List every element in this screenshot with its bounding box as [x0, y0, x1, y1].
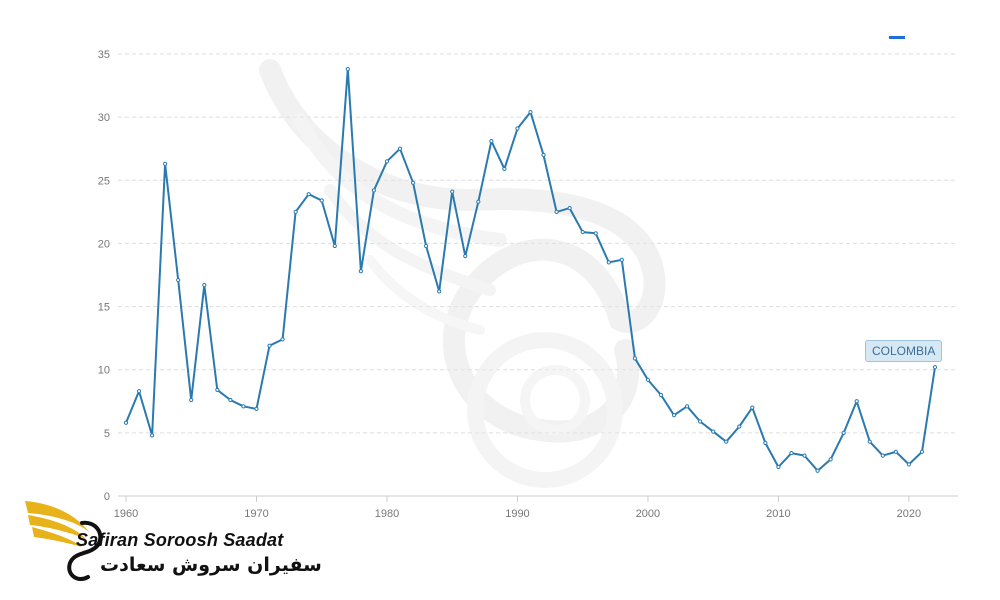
y-tick-label-10: 10 — [98, 365, 110, 377]
x-axis-tick-labels: 1960 1970 1980 1990 2000 2010 2020 — [114, 496, 921, 520]
data-point-2011[interactable] — [789, 450, 794, 456]
data-point-2008[interactable] — [750, 405, 755, 410]
data-point-1961[interactable] — [136, 389, 142, 394]
data-point-2002[interactable] — [671, 413, 677, 418]
y-tick-label-30: 30 — [98, 112, 110, 124]
y-tick-label-0: 0 — [104, 491, 110, 503]
data-point-2001[interactable] — [658, 392, 664, 398]
x-tick-label-1970: 1970 — [244, 508, 268, 520]
y-tick-label-20: 20 — [98, 238, 110, 250]
data-point-1980[interactable] — [384, 159, 390, 164]
y-tick-label-25: 25 — [98, 175, 110, 187]
legend-marker[interactable] — [889, 36, 905, 39]
y-tick-label-35: 35 — [98, 49, 110, 61]
data-point-1991[interactable] — [528, 109, 533, 115]
data-point-1988[interactable] — [489, 139, 494, 144]
data-point-1997[interactable] — [606, 260, 611, 265]
data-point-1987[interactable] — [476, 199, 481, 204]
data-point-1968[interactable] — [228, 397, 233, 403]
data-point-1972[interactable] — [280, 337, 285, 342]
data-point-2015[interactable] — [841, 430, 846, 435]
data-point-2018[interactable] — [880, 453, 885, 458]
data-point-1973[interactable] — [293, 209, 298, 214]
data-point-1974[interactable] — [306, 192, 311, 197]
y-tick-label-15: 15 — [98, 302, 110, 314]
data-point-1964[interactable] — [176, 277, 181, 283]
data-point-2017[interactable] — [867, 439, 872, 444]
data-point-1960[interactable] — [123, 420, 129, 425]
data-point-2006[interactable] — [724, 439, 729, 444]
data-point-1971[interactable] — [267, 343, 272, 348]
data-point-1993[interactable] — [554, 209, 559, 214]
y-axis-tick-labels: 0 5 10 15 20 25 30 35 — [98, 49, 110, 503]
x-tick-label-2020: 2020 — [897, 508, 921, 520]
data-point-2019[interactable] — [893, 449, 898, 454]
data-point-2005[interactable] — [711, 429, 716, 434]
series-points — [123, 67, 938, 473]
data-point-1995[interactable] — [580, 229, 585, 235]
data-point-1966[interactable] — [202, 283, 207, 288]
data-point-2022[interactable] — [932, 365, 938, 370]
data-point-1963[interactable] — [163, 161, 168, 166]
data-point-1978[interactable] — [358, 269, 363, 274]
data-point-1969[interactable] — [241, 404, 246, 409]
brand-name-english: Safiran Soroosh Saadat — [76, 530, 284, 550]
data-point-1981[interactable] — [397, 146, 403, 151]
data-point-1994[interactable] — [567, 205, 572, 211]
data-point-2021[interactable] — [919, 449, 925, 454]
data-point-2004[interactable] — [698, 419, 703, 424]
wing-icon — [25, 501, 90, 533]
x-tick-label-1990: 1990 — [505, 508, 529, 520]
swan-watermark-icon — [259, 59, 666, 488]
data-point-2012[interactable] — [802, 453, 807, 458]
chart-grid — [118, 53, 958, 434]
data-point-2014[interactable] — [828, 457, 833, 462]
data-point-1977[interactable] — [345, 67, 350, 72]
data-point-1990[interactable] — [515, 126, 520, 131]
x-tick-label-1960: 1960 — [114, 508, 138, 520]
data-point-1982[interactable] — [410, 180, 416, 185]
data-point-1962[interactable] — [149, 433, 155, 438]
x-tick-label-1980: 1980 — [375, 508, 399, 520]
data-point-2009[interactable] — [763, 440, 768, 446]
data-point-1984[interactable] — [437, 289, 442, 294]
data-point-2013[interactable] — [815, 468, 820, 473]
data-point-1985[interactable] — [450, 189, 455, 194]
data-point-2003[interactable] — [684, 404, 690, 409]
data-point-1979[interactable] — [371, 188, 377, 193]
y-tick-label-5: 5 — [104, 428, 110, 440]
x-tick-label-2010: 2010 — [766, 508, 790, 520]
data-point-1983[interactable] — [424, 243, 429, 249]
data-point-2000[interactable] — [645, 377, 651, 382]
data-point-1996[interactable] — [593, 231, 598, 236]
data-point-1976[interactable] — [332, 243, 337, 249]
brand-name-persian: سفیران سروش سعادت — [100, 554, 322, 576]
series-end-label: COLOMBIA — [865, 340, 943, 362]
data-point-1992[interactable] — [541, 152, 546, 158]
data-point-1965[interactable] — [189, 397, 194, 403]
data-point-2007[interactable] — [737, 424, 742, 429]
data-point-1989[interactable] — [502, 166, 507, 172]
data-point-1999[interactable] — [632, 356, 637, 361]
data-point-2020[interactable] — [906, 462, 912, 467]
data-point-2010[interactable] — [776, 464, 781, 470]
data-point-1986[interactable] — [463, 253, 468, 259]
data-point-1967[interactable] — [215, 387, 220, 393]
data-point-1970[interactable] — [254, 406, 259, 411]
x-tick-label-2000: 2000 — [636, 508, 660, 520]
company-logo — [25, 501, 103, 582]
data-point-1975[interactable] — [319, 198, 324, 203]
data-point-1998[interactable] — [619, 257, 624, 262]
data-point-2016[interactable] — [854, 399, 859, 404]
